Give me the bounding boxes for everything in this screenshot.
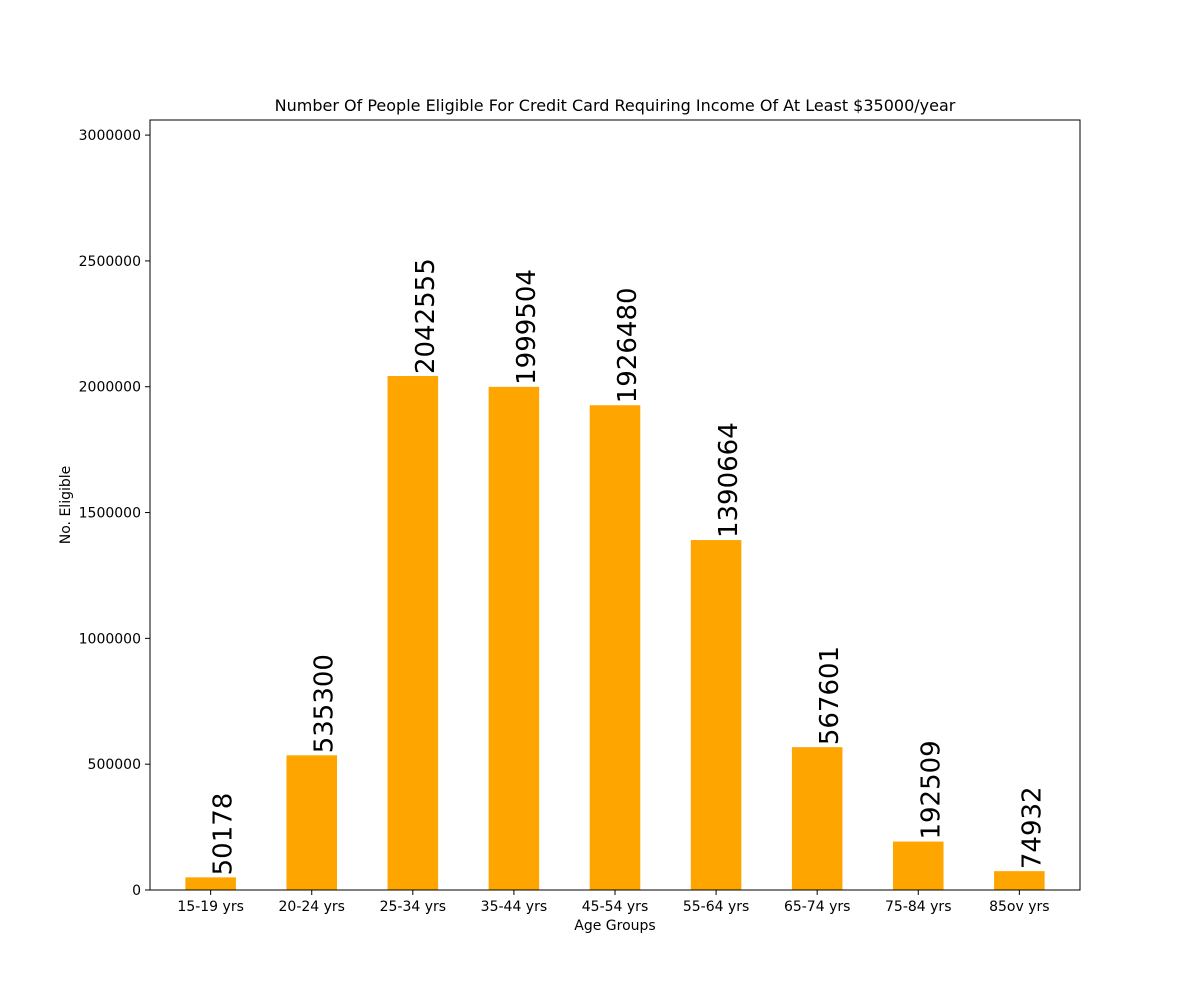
- y-axis-label: No. Eligible: [58, 466, 74, 544]
- data-label: 192509: [916, 740, 946, 839]
- data-label: 1926480: [613, 287, 643, 403]
- y-tick-label: 2000000: [79, 380, 141, 396]
- x-tick-label: 25-34 yrs: [380, 899, 446, 915]
- data-label: 1390664: [714, 422, 744, 538]
- x-tick-label: 65-74 yrs: [784, 899, 850, 915]
- x-tick-label: 20-24 yrs: [279, 899, 345, 915]
- data-label: 1999504: [512, 269, 542, 385]
- y-tick-label: 1000000: [79, 631, 141, 647]
- data-label: 74932: [1017, 786, 1047, 869]
- data-labels-group: 50178 535300 2042555 1999504 1926480 1390664 5…: [209, 258, 1048, 875]
- y-tick-label: 0: [132, 883, 141, 899]
- data-label: 567601: [815, 646, 845, 745]
- bar-85ov-yrs: [994, 871, 1045, 890]
- data-label: 50178: [209, 793, 239, 876]
- bars-group: [185, 376, 1045, 890]
- x-axis-label: Age Groups: [574, 918, 655, 934]
- x-tick-label: 45-54 yrs: [582, 899, 648, 915]
- x-tick-label: 35-44 yrs: [481, 899, 547, 915]
- bar-15-19-yrs: [185, 877, 236, 890]
- y-tick-label: 2500000: [79, 254, 141, 270]
- y-axis-ticks: 0 500000 1000000 1500000 2000000 2500000 30000…: [79, 128, 150, 899]
- bar-35-44-yrs: [488, 386, 540, 890]
- x-tick-label: 75-84 yrs: [885, 899, 951, 915]
- bar-45-54-yrs: [589, 405, 641, 890]
- y-tick-label: 1500000: [79, 506, 141, 522]
- bar-75-84-yrs: [892, 841, 944, 890]
- bar-65-74-yrs: [791, 747, 843, 890]
- bar-20-24-yrs: [286, 755, 338, 890]
- y-tick-label: 3000000: [79, 128, 141, 144]
- bar-55-64-yrs: [690, 540, 742, 890]
- x-tick-label: 15-19 yrs: [177, 899, 243, 915]
- plot-frame: [149, 119, 1081, 891]
- x-tick-label: 55-64 yrs: [683, 899, 749, 915]
- y-tick-label: 500000: [88, 757, 141, 773]
- x-tick-label: 85ov yrs: [989, 899, 1049, 915]
- data-label: 535300: [310, 654, 340, 753]
- data-label: 2042555: [411, 258, 441, 374]
- chart-title: Number Of People Eligible For Credit Car…: [275, 96, 956, 115]
- x-axis-ticks: 15-19 yrs 20-24 yrs 25-34 yrs 35-44 yrs 45-5…: [177, 890, 1050, 915]
- bar-25-34-yrs: [387, 376, 439, 890]
